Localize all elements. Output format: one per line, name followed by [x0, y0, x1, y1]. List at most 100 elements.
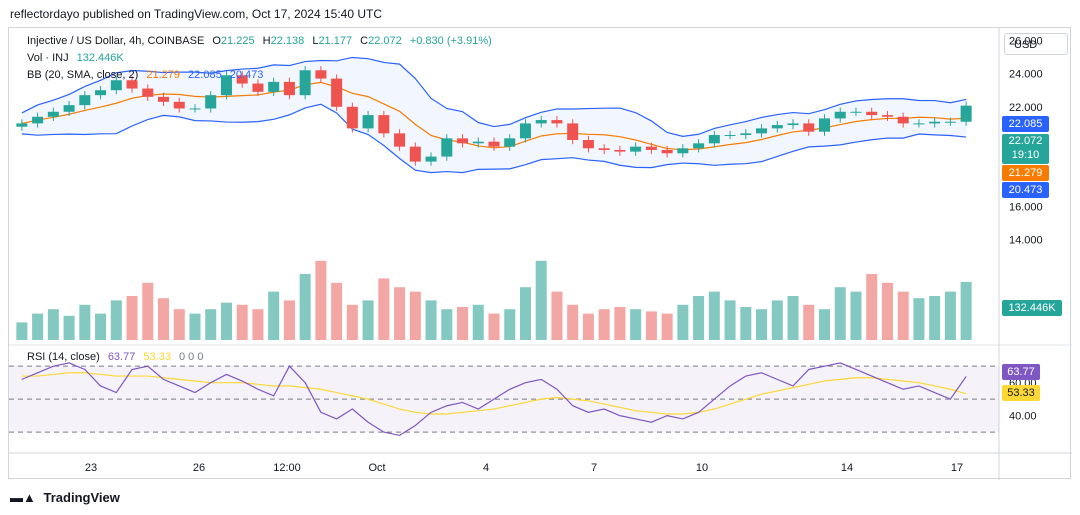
badge-rsi-ma: 53.33 — [1002, 385, 1040, 401]
candle-body — [63, 105, 75, 112]
volume-bar — [614, 307, 626, 340]
tradingview-brand[interactable]: ▬▲ TradingView — [10, 490, 120, 505]
candle-body — [173, 101, 185, 109]
volume-bar — [252, 309, 264, 340]
time-tick-label: 4 — [483, 462, 489, 474]
time-tick-label: 10 — [696, 462, 708, 474]
volume-bar — [126, 296, 138, 340]
volume-bar — [630, 309, 642, 340]
time-tick-label: 12:00 — [273, 462, 301, 474]
candle-body — [488, 141, 500, 147]
candle-body — [582, 140, 594, 149]
legend-open: 21.225 — [220, 35, 255, 47]
candle-body — [394, 133, 406, 147]
candle-body — [409, 146, 421, 162]
volume-bar — [771, 300, 783, 340]
legend-ohlc: O21.225 H22.138 L21.177 C22.072 +0.830 (… — [212, 35, 492, 47]
candle-body — [567, 123, 579, 140]
volume-bar — [661, 313, 673, 340]
time-tick-label: 14 — [841, 462, 853, 474]
time-tick-label: 26 — [193, 462, 205, 474]
volume-bar — [944, 291, 956, 340]
candle-body — [756, 128, 768, 134]
volume-bar — [236, 304, 248, 340]
badge-price: 22.072 19:10 — [1002, 134, 1049, 164]
volume-bar — [220, 302, 232, 340]
rsi-tick-label: 40.00 — [1009, 411, 1037, 423]
volume-bar — [504, 309, 516, 340]
rsi-ma-line — [21, 372, 967, 415]
publisher-line: reflectordayo published on TradingView.c… — [10, 7, 382, 21]
volume-bar — [897, 291, 909, 340]
candle-body — [472, 141, 484, 144]
candle-body — [142, 88, 154, 97]
currency-button[interactable]: USD — [1004, 33, 1068, 55]
volume-bar — [315, 260, 327, 340]
candle-body — [740, 133, 752, 136]
volume-bar — [740, 307, 752, 340]
candle-body — [79, 95, 91, 106]
candle-body — [16, 123, 28, 127]
volume-bar — [818, 309, 830, 340]
volume-bar — [409, 291, 421, 340]
volume-bar — [551, 291, 563, 340]
candle-body — [519, 123, 531, 139]
volume-bar — [299, 274, 311, 340]
candle-body — [866, 111, 878, 116]
volume-bar — [582, 313, 594, 340]
volume-bar — [283, 300, 295, 340]
candle-body — [551, 120, 563, 124]
candle-body — [724, 135, 736, 137]
candle-body — [881, 115, 893, 117]
time-tick-label: Oct — [368, 462, 385, 474]
volume-bar — [268, 291, 280, 340]
candle-body — [708, 135, 720, 144]
legend-high: 22.138 — [270, 35, 305, 47]
bb-lower-line — [21, 103, 967, 174]
price-tick-label: 22.000 — [1009, 102, 1043, 114]
legend-close: 22.072 — [368, 35, 402, 47]
candle-body — [252, 83, 264, 92]
legend-low: 21.177 — [318, 35, 353, 47]
legend-bb: BB (20, SMA, close, 2) 21.279 22.085 20.… — [27, 69, 264, 81]
volume-bar — [441, 309, 453, 340]
candle-body — [834, 111, 846, 119]
candle-body — [787, 123, 799, 126]
tradingview-logo-icon: ▬▲ — [10, 490, 36, 505]
candle-body — [32, 116, 44, 124]
candle-body — [850, 111, 862, 113]
candle-body — [803, 123, 815, 132]
candle-body — [205, 95, 217, 109]
legend-volume: Vol · INJ 132.446K — [27, 52, 124, 64]
candle-body — [315, 70, 327, 79]
price-tick-label: 14.000 — [1009, 235, 1043, 247]
volume-bar — [362, 300, 374, 340]
candle-body — [614, 149, 626, 152]
candle-body — [283, 81, 295, 96]
volume-bar — [913, 298, 925, 340]
candle-body — [944, 121, 956, 123]
price-tick-label: 16.000 — [1009, 201, 1043, 213]
candle-body — [378, 115, 390, 134]
chart-canvas[interactable]: 26.00024.00022.00020.00018.00016.00014.0… — [9, 28, 1072, 480]
candle-body — [677, 148, 689, 154]
volume-bar — [472, 304, 484, 340]
candle-body — [960, 105, 972, 122]
volume-bar — [457, 307, 469, 340]
badge-bb-mid: 21.279 — [1002, 165, 1049, 181]
volume-bar — [834, 287, 846, 340]
volume-bar — [881, 282, 893, 340]
candle-body — [661, 149, 673, 154]
volume-bar — [394, 287, 406, 340]
candle-body — [110, 80, 122, 91]
candle-body — [535, 120, 547, 124]
candle-body — [126, 80, 138, 89]
candle-body — [346, 106, 358, 129]
candle-body — [630, 146, 642, 152]
candle-body — [362, 115, 374, 129]
volume-bar — [756, 309, 768, 340]
candle-body — [929, 121, 941, 124]
chart-frame[interactable]: 26.00024.00022.00020.00018.00016.00014.0… — [8, 27, 1072, 480]
candle-body — [331, 78, 343, 107]
time-tick-label: 17 — [951, 462, 963, 474]
